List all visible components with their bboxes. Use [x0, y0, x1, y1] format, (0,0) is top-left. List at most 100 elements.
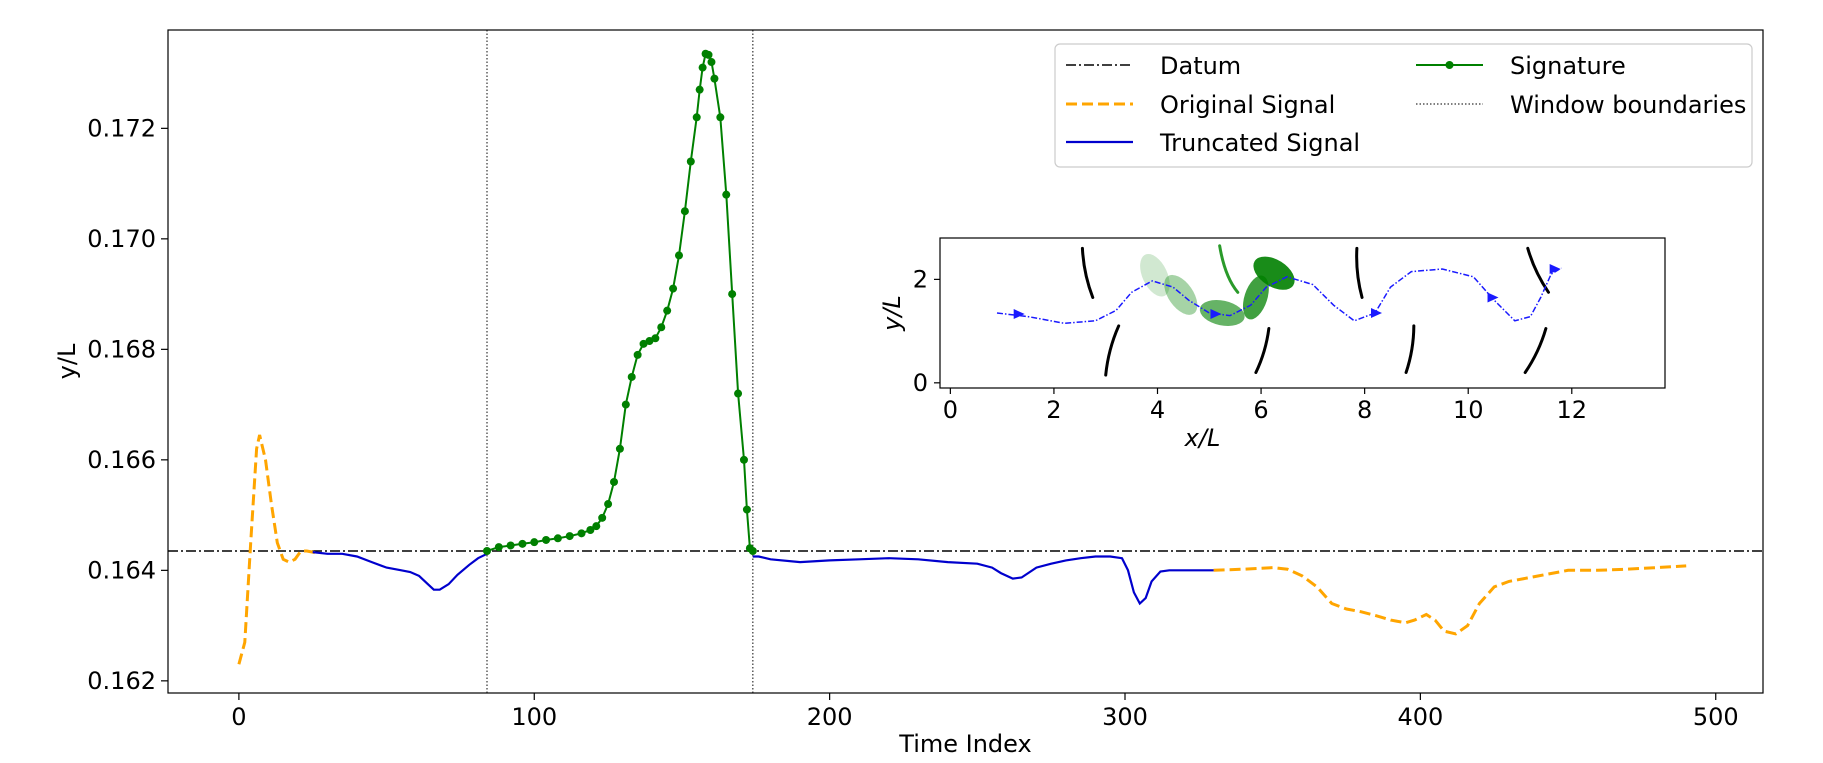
- x-axis-label: Time Index: [898, 730, 1031, 758]
- signature-point-21: [657, 323, 666, 332]
- inset-x-tick-label-5: 10: [1453, 396, 1484, 424]
- inset-blade-1: [1104, 324, 1121, 377]
- y-tick-label-0: 0.162: [87, 667, 156, 695]
- signature-point-14: [615, 444, 624, 453]
- signature-point-38: [739, 455, 748, 464]
- x-tick-label-2: 200: [807, 703, 853, 731]
- legend-label-0: Datum: [1160, 52, 1241, 80]
- inset-signature-shape-0: [1140, 253, 1170, 297]
- inset-axes-frame: [939, 237, 1666, 389]
- signature-point-3: [518, 539, 527, 548]
- inset-blade-0: [1080, 246, 1095, 299]
- signature-point-31: [704, 50, 713, 59]
- inset-blade-6: [1523, 327, 1548, 374]
- inset-area: [996, 244, 1562, 377]
- signature-point-7: [565, 532, 574, 541]
- y-axis-label: y/L: [53, 343, 81, 379]
- signature-point-39: [742, 505, 751, 514]
- inset-x-tick-label-4: 8: [1357, 396, 1372, 424]
- inset-x-tick-label-0: 0: [943, 396, 958, 424]
- signature-point-0: [483, 547, 491, 556]
- signature-point-22: [663, 306, 672, 315]
- inset-x-tick-label-1: 2: [1046, 396, 1061, 424]
- inset-signature-shape-4: [1253, 256, 1295, 290]
- inset-x-tick-label-3: 6: [1253, 396, 1268, 424]
- inset-x-tick-label-2: 4: [1150, 396, 1165, 424]
- signature-point-4: [530, 538, 539, 547]
- inset-x-axis-label: x/L: [1184, 424, 1221, 452]
- inset-signature-shape-2: [1199, 299, 1245, 327]
- signature-point-33: [710, 74, 719, 83]
- x-tick-label-5: 500: [1693, 703, 1739, 731]
- inset-x-tick-label-6: 12: [1557, 396, 1588, 424]
- legend-label-4: Window boundaries: [1510, 91, 1746, 119]
- signature-point-16: [627, 372, 636, 381]
- signature-point-17: [633, 350, 642, 359]
- signature-point-37: [734, 389, 743, 398]
- signature-point-9: [586, 526, 595, 535]
- signature-line: [486, 52, 754, 552]
- inset-arrow-3: [1487, 292, 1499, 303]
- inset-blade-4: [1404, 324, 1416, 374]
- plot-area: [168, 30, 1763, 693]
- signature-point-36: [728, 290, 737, 299]
- signature-point-2: [506, 541, 515, 550]
- signature-point-20: [651, 334, 660, 343]
- signature-point-27: [692, 113, 701, 122]
- legend-frame: [1054, 43, 1753, 168]
- signature-point-26: [686, 157, 695, 166]
- truncated-signal-line-1: [752, 555, 1214, 606]
- inset-arrow-1: [1210, 309, 1222, 320]
- legend-label-1: Original Signal: [1160, 91, 1335, 119]
- signature-point-41: [748, 547, 757, 556]
- inset-y-axis-label: y/L: [878, 295, 906, 332]
- y-tick-label-3: 0.168: [87, 335, 156, 363]
- x-tick-label-0: 0: [231, 703, 246, 731]
- inset-plot: 0 2 4 6 8 10 12 0 2 x/L y/L: [878, 237, 1666, 452]
- y-tick-label-4: 0.170: [87, 225, 156, 253]
- legend-marker-3: [1445, 61, 1454, 69]
- inset-arrow-0: [1013, 309, 1025, 320]
- signature-point-35: [722, 190, 731, 199]
- inset-background: [940, 238, 1665, 388]
- signature-point-1: [494, 543, 503, 552]
- signature-point-28: [695, 85, 704, 94]
- inset-blade-3: [1355, 246, 1364, 299]
- legend: Datum Original Signal Truncated Signal Sign…: [1054, 43, 1753, 168]
- truncated-signal-line-0: [312, 551, 488, 591]
- inset-blade-5: [1526, 246, 1550, 294]
- y-tick-label-2: 0.166: [87, 446, 156, 474]
- inset-arrow-2: [1371, 308, 1382, 318]
- original-signal-line-0: [237, 434, 320, 665]
- signature-point-24: [674, 251, 683, 260]
- signature-point-29: [698, 63, 707, 72]
- signature-point-12: [604, 500, 613, 509]
- inset-signature-shape-3: [1242, 275, 1269, 320]
- signature-point-32: [707, 58, 716, 67]
- signature-point-13: [610, 477, 619, 486]
- original-signal-line-1: [1213, 564, 1687, 636]
- signature-point-6: [553, 534, 562, 543]
- inset-arrow-4: [1549, 264, 1561, 275]
- inset-y-tick-label-0: 0: [913, 369, 928, 397]
- signature-point-34: [716, 113, 725, 122]
- signature-point-23: [669, 284, 678, 293]
- signature-point-5: [542, 535, 551, 544]
- y-tick-label-5: 0.172: [87, 114, 156, 142]
- inset-y-tick-label-1: 2: [913, 265, 928, 293]
- signature-point-10: [592, 522, 601, 531]
- legend-label-2: Truncated Signal: [1159, 129, 1360, 157]
- x-tick-label-1: 100: [511, 703, 557, 731]
- x-tick-label-3: 300: [1102, 703, 1148, 731]
- x-tick-label-4: 400: [1397, 703, 1443, 731]
- main-axes-frame: [167, 29, 1764, 694]
- signature-point-25: [680, 207, 689, 216]
- signature-point-15: [621, 400, 630, 409]
- main-plot: 0 100 200 300 400 5000.1620.1640.1660.1680.17…: [53, 29, 1764, 758]
- legend-label-3: Signature: [1510, 52, 1626, 80]
- signature-point-11: [598, 513, 607, 522]
- y-tick-label-1: 0.164: [87, 556, 156, 584]
- signature-point-8: [577, 529, 586, 538]
- inset-signature-shape-1: [1164, 274, 1198, 315]
